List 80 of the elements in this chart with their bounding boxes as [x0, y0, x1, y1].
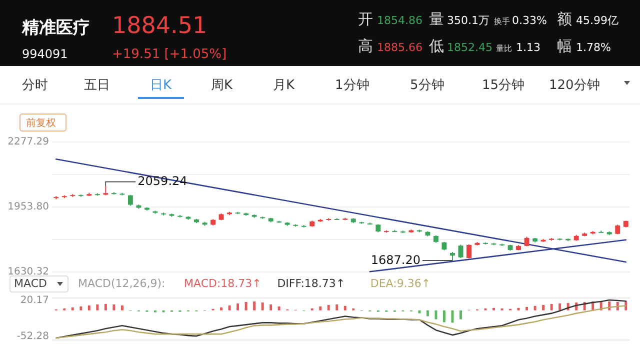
- text: MACD(12,26,9):: [78, 277, 166, 290]
- text: 1852.45: [447, 41, 492, 54]
- bar: [71, 307, 74, 310]
- text: DEA:9.36↑: [370, 277, 431, 290]
- bar: [459, 310, 462, 320]
- text: 额: [557, 10, 572, 28]
- text: MACD: [14, 277, 47, 290]
- chart-title: 精准医疗: [21, 18, 90, 38]
- bar: [80, 306, 82, 310]
- annotation: 2059.24: [138, 174, 188, 188]
- text: +19.51 [+1.05%]: [112, 47, 227, 62]
- candlestick: [615, 224, 620, 235]
- bar: [418, 310, 421, 314]
- series-label: MACD:18.73↑: [184, 277, 262, 290]
- bar: [236, 303, 240, 310]
- text: 1分钟: [335, 78, 370, 93]
- bar: [278, 306, 280, 310]
- bar: [550, 304, 553, 310]
- bar: [534, 306, 536, 310]
- bar: [112, 304, 116, 310]
- text: 分时: [22, 78, 48, 93]
- bar: [319, 306, 322, 310]
- bar: [526, 306, 528, 310]
- text: DIFF:18.73↑: [277, 277, 346, 290]
- bar: [451, 310, 454, 323]
- text: 1885.66: [377, 41, 422, 54]
- bar: [88, 305, 90, 310]
- text: 0.33%: [512, 14, 547, 27]
- text: 五日: [84, 78, 110, 93]
- text: 45.99亿: [576, 14, 618, 27]
- candlestick: [458, 244, 464, 258]
- text: 高: [358, 37, 373, 55]
- text: 日K: [150, 78, 172, 93]
- y-tick-label: 1953.80: [8, 202, 49, 213]
- bar: [96, 304, 99, 310]
- candlestick: [524, 236, 530, 247]
- text: 1884.51: [112, 13, 208, 39]
- bar: [492, 308, 495, 310]
- text: 5分钟: [410, 78, 444, 93]
- bar: [244, 302, 248, 310]
- candlestick: [103, 185, 108, 196]
- bar: [517, 308, 520, 310]
- text: 幅: [557, 37, 572, 55]
- bar: [228, 305, 231, 310]
- bar: [104, 304, 107, 310]
- text: 低: [429, 37, 444, 55]
- bar: [558, 303, 562, 310]
- y-tick-label: -52.28: [16, 330, 49, 342]
- text: 量: [429, 10, 444, 28]
- text: 周K: [211, 78, 233, 93]
- text: 350.1万: [447, 14, 490, 27]
- y-tick-label: 2277.29: [8, 136, 49, 148]
- text: 1.13: [516, 41, 540, 54]
- bar: [344, 306, 346, 310]
- bar: [220, 307, 223, 310]
- text: 1854.86: [377, 14, 422, 27]
- bar: [434, 310, 438, 320]
- y-tick-label: 20.17: [20, 295, 49, 306]
- candlestick: [466, 244, 472, 259]
- text: 120分钟: [549, 78, 600, 93]
- bar: [336, 304, 338, 310]
- bar: [426, 310, 429, 316]
- bar: [327, 304, 330, 310]
- bar: [120, 305, 124, 310]
- text: 前复权: [26, 117, 56, 129]
- bar: [261, 302, 264, 310]
- chart-subtitle: 994091: [22, 47, 68, 61]
- text: 15分钟: [482, 78, 525, 93]
- text: 1.78%: [576, 41, 611, 54]
- bar: [442, 310, 446, 322]
- y-tick-label: 1630.32: [8, 266, 49, 278]
- bar: [270, 304, 272, 310]
- text: 量比: [496, 44, 512, 53]
- candlestick: [128, 194, 133, 206]
- bar: [253, 301, 256, 310]
- text: 开: [358, 10, 373, 28]
- text: 月K: [273, 78, 295, 93]
- text: 换手: [494, 17, 510, 26]
- bar: [542, 304, 545, 310]
- annotation: 1687.20: [370, 252, 420, 267]
